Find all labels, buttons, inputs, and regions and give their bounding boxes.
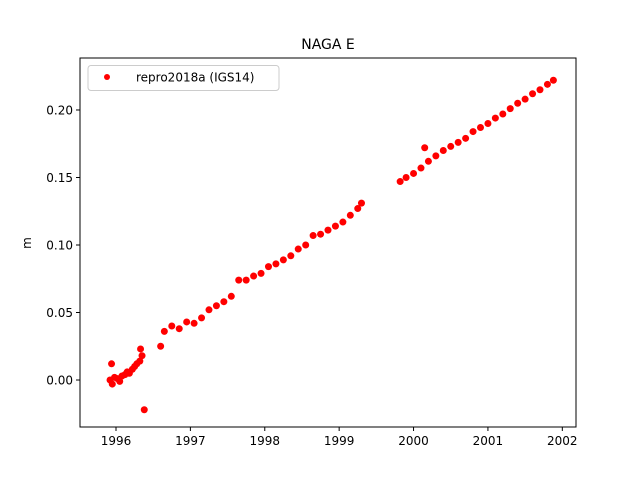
x-axis: 1996 1997 1998 1999 2000 2001 2002 (101, 427, 578, 448)
y-axis-label: m (20, 237, 34, 249)
data-point (264, 263, 272, 271)
legend: repro2018a (IGS14) (87, 65, 280, 91)
x-tick-label: 2002 (547, 434, 578, 448)
data-point (536, 86, 544, 94)
y-tick-label: 0.20 (46, 103, 73, 117)
data-point (402, 173, 410, 181)
data-point (439, 146, 447, 154)
y-tick-label: 0.05 (46, 306, 73, 320)
data-point (317, 230, 325, 238)
data-point (521, 95, 529, 103)
data-point (242, 276, 250, 284)
x-tick-label: 2000 (398, 434, 429, 448)
data-point (108, 360, 116, 368)
data-point (294, 245, 302, 253)
data-point (324, 226, 332, 234)
data-point (212, 302, 220, 310)
legend-label: repro2018a (IGS14) (136, 71, 254, 85)
data-point (454, 138, 462, 146)
data-point (140, 406, 148, 414)
data-point (168, 322, 176, 330)
data-point (183, 318, 191, 326)
data-point (424, 157, 432, 165)
data-point (138, 352, 146, 360)
data-point (257, 269, 265, 277)
data-point (116, 377, 124, 385)
data-point (476, 124, 484, 132)
data-point (462, 134, 470, 142)
data-point (190, 319, 198, 327)
data-point (272, 260, 280, 268)
y-tick-label: 0.15 (46, 171, 73, 185)
data-point (309, 232, 317, 240)
data-points (106, 76, 557, 414)
data-point (205, 306, 213, 314)
x-tick-label: 1997 (175, 434, 206, 448)
data-point (469, 128, 477, 136)
legend-marker (104, 74, 110, 80)
data-point (136, 357, 144, 365)
x-tick-label: 1998 (249, 434, 280, 448)
data-point (137, 345, 145, 353)
data-point (421, 144, 429, 152)
data-point (410, 169, 418, 177)
data-point (287, 252, 295, 260)
data-point (108, 380, 116, 388)
legend-box (87, 65, 280, 91)
data-point (543, 80, 551, 88)
y-axis: 0.00 0.05 0.10 0.15 0.20 (46, 103, 80, 388)
data-point (175, 325, 183, 333)
data-point (160, 327, 168, 335)
data-point (491, 114, 499, 122)
data-point (396, 178, 404, 186)
x-tick-label: 2001 (473, 434, 504, 448)
data-point (529, 90, 537, 98)
x-tick-label: 1999 (324, 434, 355, 448)
data-point (346, 211, 354, 219)
y-tick-label: 0.00 (46, 374, 73, 388)
data-point (339, 218, 347, 226)
data-point (549, 76, 557, 84)
data-point (447, 142, 455, 150)
data-point (484, 119, 492, 127)
data-point (357, 199, 365, 207)
data-point (499, 110, 507, 118)
y-tick-label: 0.10 (46, 238, 73, 252)
data-point (331, 222, 339, 230)
data-point (514, 99, 522, 107)
chart-title: NAGA E (301, 37, 355, 53)
plot-frame (79, 57, 577, 428)
data-point (302, 241, 310, 249)
data-point (227, 292, 235, 300)
data-point (250, 272, 258, 280)
data-point (157, 342, 165, 350)
data-point (354, 205, 362, 213)
data-point (198, 314, 206, 322)
data-point (506, 105, 514, 113)
data-point (279, 256, 287, 264)
data-point (220, 298, 228, 306)
data-point (417, 164, 425, 172)
x-tick-label: 1996 (101, 434, 132, 448)
data-point (432, 152, 440, 160)
data-point (235, 276, 243, 284)
